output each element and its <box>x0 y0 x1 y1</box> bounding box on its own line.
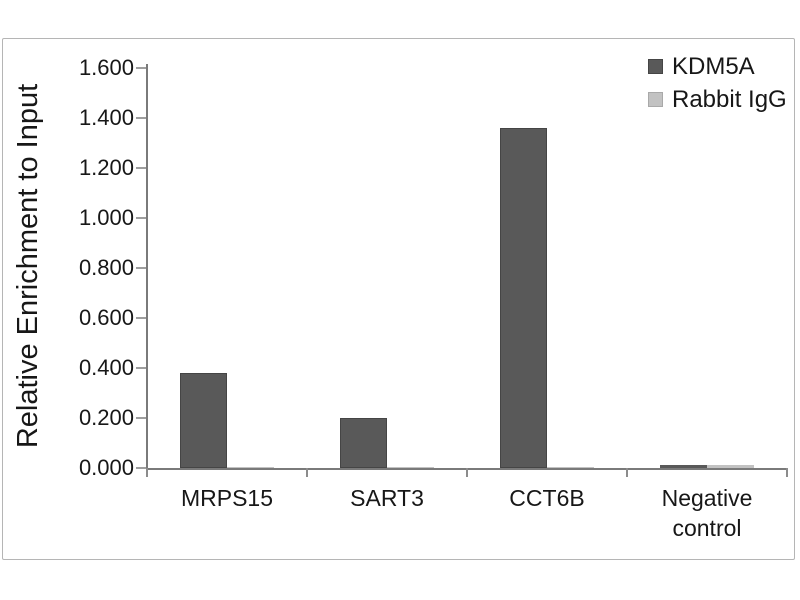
legend-label-rabbit-igg: Rabbit IgG <box>672 85 787 113</box>
y-axis-tick-label: 1.000 <box>78 205 134 230</box>
x-axis-tick <box>306 468 308 477</box>
y-axis-tick <box>136 217 147 219</box>
y-axis-tick <box>136 67 147 69</box>
bar-kdm5a <box>660 465 707 468</box>
y-axis-tick <box>136 367 147 369</box>
legend-label-kdm5a: KDM5A <box>672 52 755 80</box>
legend-item-rabbit-igg: Rabbit IgG <box>648 85 787 113</box>
chart-border-frame <box>2 38 795 560</box>
y-axis-tick-label: 1.200 <box>78 155 134 180</box>
legend-swatch-kdm5a <box>648 59 663 74</box>
y-axis-tick <box>136 317 147 319</box>
bar-rabbit-igg <box>547 467 594 468</box>
y-axis-tick-label: 1.600 <box>78 55 134 80</box>
x-axis-tick <box>466 468 468 477</box>
x-category-label: SART3 <box>350 485 424 511</box>
bar-rabbit-igg <box>387 467 434 468</box>
y-axis-tick-label: 0.800 <box>78 255 134 280</box>
y-axis-tick-label: 1.400 <box>78 105 134 130</box>
x-axis-tick <box>626 468 628 477</box>
x-category-label: Negative control <box>661 485 753 541</box>
y-axis-tick <box>136 117 147 119</box>
legend-item-kdm5a: KDM5A <box>648 52 787 80</box>
legend-swatch-rabbit-igg <box>648 92 663 107</box>
y-axis-tick <box>136 167 147 169</box>
y-axis-tick <box>136 417 147 419</box>
bar-rabbit-igg <box>707 465 754 468</box>
y-axis-tick-label: 0.000 <box>78 455 134 480</box>
bar-rabbit-igg <box>227 467 274 468</box>
x-category-label: MRPS15 <box>180 485 274 511</box>
bar-kdm5a <box>340 418 387 468</box>
bar-kdm5a <box>180 373 227 468</box>
y-axis-tick-label: 0.600 <box>78 305 134 330</box>
x-axis-tick <box>786 468 788 477</box>
y-axis-line <box>146 64 148 470</box>
bar-kdm5a <box>500 128 547 468</box>
y-axis-tick <box>136 267 147 269</box>
y-axis-tick <box>136 467 147 469</box>
legend: KDM5A Rabbit IgG <box>648 52 787 121</box>
y-axis-tick-label: 0.200 <box>78 405 134 430</box>
x-axis-tick <box>146 468 148 477</box>
y-axis-tick-label: 0.400 <box>78 355 134 380</box>
x-category-label: CCT6B <box>509 485 585 511</box>
